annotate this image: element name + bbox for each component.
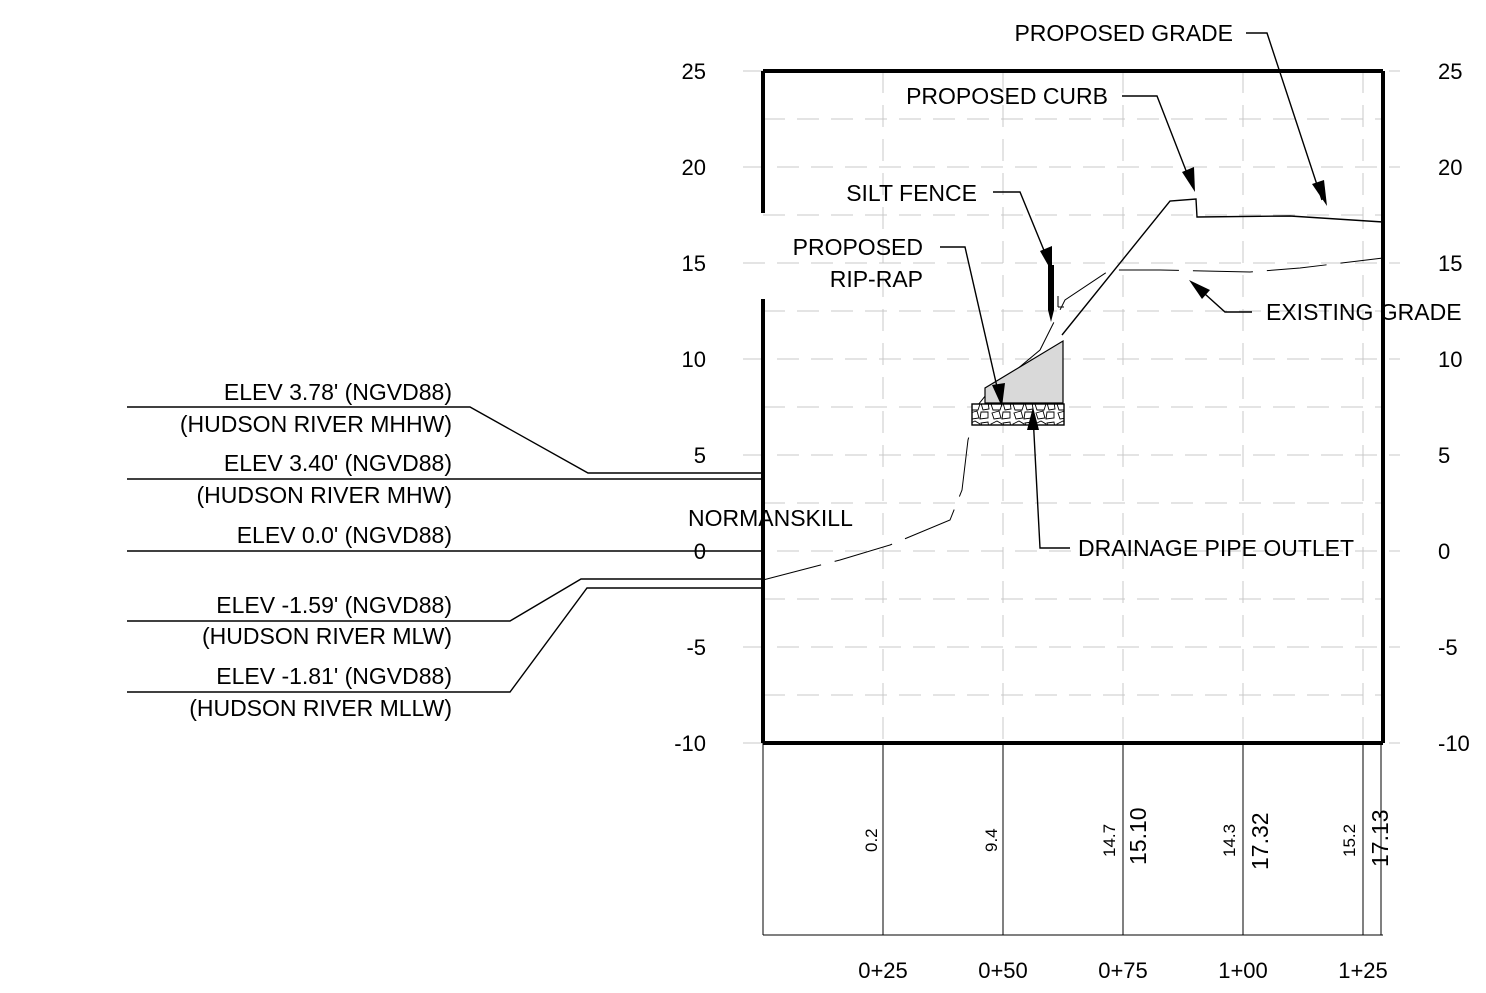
y-tick-label: 15 [682,251,706,276]
water-level-elev: ELEV 3.78' (NGVD88) [224,379,452,405]
water-level-elev: ELEV 3.40' (NGVD88) [224,450,452,476]
existing-grade-line [762,257,1384,581]
y-tick-label: 10 [682,347,706,372]
station-label: 0+75 [1098,958,1148,983]
y-tick-label: -5 [1438,635,1458,660]
proposed-elevation: 15.10 [1125,807,1151,865]
rip-rap-fill [984,339,1064,404]
existing-elevation: 14.7 [1100,824,1119,857]
grid [743,70,1400,744]
rip-rap-label: PROPOSED [793,234,923,260]
silt-fence-label: SILT FENCE [846,180,977,206]
silt-fence [1048,265,1064,322]
elevation-labels: 0.2 9.4 14.7 15.10 14.3 17.32 15.2 17.13 [862,807,1393,870]
y-tick-label: 15 [1438,251,1462,276]
proposed-grade-line [1061,198,1384,336]
y-tick-label: -5 [686,635,706,660]
callout-leaders [940,32,1323,549]
water-level-leaders [127,406,763,693]
water-level-elev: ELEV 0.0' (NGVD88) [237,522,452,548]
existing-grade-label: EXISTING GRADE [1266,299,1462,325]
y-tick-label: 25 [682,59,706,84]
y-tick-label: -10 [1438,731,1470,756]
proposed-elevation: 17.32 [1247,812,1273,870]
existing-elevation: 9.4 [982,828,1001,852]
water-level-desc: (HUDSON RIVER MHHW) [180,411,452,437]
y-tick-label: 5 [694,443,706,468]
y-tick-label: 20 [1438,155,1462,180]
station-label: 1+25 [1338,958,1388,983]
y-axis-right: 25 20 15 10 5 0 -5 -10 [1438,59,1470,756]
water-level-desc: (HUDSON RIVER MLW) [202,623,452,649]
station-label: 0+50 [978,958,1028,983]
proposed-grade-label: PROPOSED GRADE [1014,20,1233,46]
station-label: 1+00 [1218,958,1268,983]
rip-rap-label: RIP-RAP [830,266,923,292]
rip-rap-stones [971,403,1065,426]
water-level-labels: ELEV 3.78' (NGVD88) (HUDSON RIVER MHHW) … [180,379,452,721]
y-tick-label: 5 [1438,443,1450,468]
callout-arrowheads [992,167,1327,430]
drainage-outlet-label: DRAINAGE PIPE OUTLET [1078,535,1354,561]
y-tick-label: 10 [1438,347,1462,372]
station-table [762,743,1383,936]
existing-elevation: 15.2 [1340,824,1359,857]
water-level-desc: (HUDSON RIVER MHW) [196,482,452,508]
proposed-elevation: 17.13 [1367,809,1393,867]
existing-elevation: 14.3 [1220,824,1239,857]
water-level-desc: (HUDSON RIVER MLLW) [189,695,452,721]
proposed-curb-label: PROPOSED CURB [906,83,1108,109]
y-tick-label: 0 [1438,539,1450,564]
water-level-elev: ELEV -1.59' (NGVD88) [216,592,452,618]
water-level-elev: ELEV -1.81' (NGVD88) [216,663,452,689]
station-label: 0+25 [858,958,908,983]
existing-elevation: 0.2 [862,828,881,852]
station-labels: 0+25 0+50 0+75 1+00 1+25 [858,958,1388,983]
normanskill-label: NORMANSKILL [688,505,853,531]
y-tick-label: 20 [682,155,706,180]
callout-labels: PROPOSED GRADE PROPOSED CURB SILT FENCE … [688,20,1462,561]
y-tick-label: -10 [674,731,706,756]
y-tick-label: 25 [1438,59,1462,84]
y-axis-left: 25 20 15 10 5 0 -5 -10 [674,59,706,756]
